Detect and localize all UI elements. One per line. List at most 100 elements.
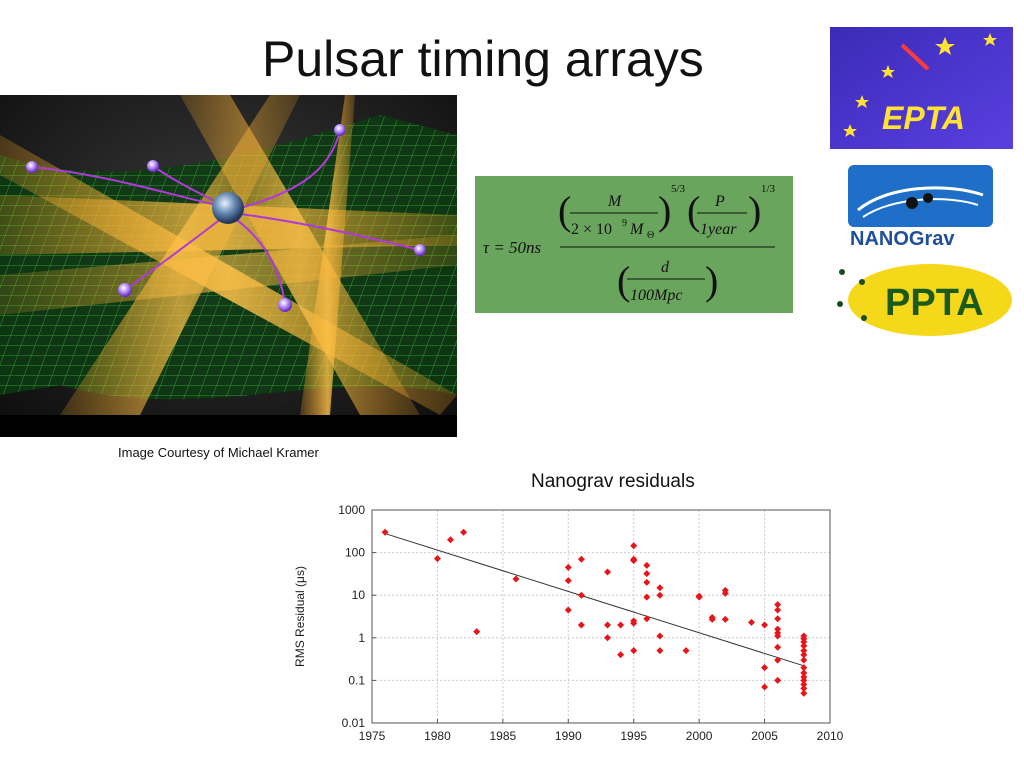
- period-numerator: P: [714, 193, 725, 210]
- svg-text:(: (: [617, 258, 630, 303]
- data-point: [774, 676, 782, 684]
- x-tick-label: 2010: [817, 729, 844, 743]
- distance-denominator: 100Mpc: [630, 287, 682, 304]
- y-tick-label: 0.1: [348, 673, 365, 687]
- data-point: [800, 664, 808, 672]
- mass-numerator: M: [607, 193, 623, 210]
- data-point: [800, 681, 808, 689]
- data-point: [800, 689, 808, 697]
- data-point: [577, 591, 585, 599]
- data-point: [512, 575, 520, 583]
- mass-power: 5/3: [671, 183, 686, 195]
- mass-denominator-coef: 2 × 10: [571, 221, 612, 238]
- residuals-chart: 1975 1980 1985 1990 1995 2000 2005 2010 0.01 0.1 1…: [293, 503, 844, 743]
- data-point: [721, 589, 729, 597]
- data-point: [774, 606, 782, 614]
- data-point: [761, 683, 769, 691]
- slide-title: Pulsar timing arrays: [262, 31, 704, 87]
- data-point: [643, 561, 651, 569]
- data-point: [604, 634, 612, 642]
- data-point: [800, 684, 808, 692]
- y-tick-label: 1: [358, 631, 365, 645]
- trend-line: [384, 533, 804, 667]
- data-point: [617, 621, 625, 629]
- data-point: [460, 528, 468, 536]
- x-tick-label: 2000: [686, 729, 713, 743]
- mass-symbol: M: [629, 221, 645, 238]
- y-axis-label: RMS Residual (μs): [293, 566, 307, 667]
- formula-box: τ = 50ns ( ) M 2 × 10 9 M Θ 5/3 ( ) P 1y…: [475, 176, 793, 313]
- x-tick-label: 1975: [359, 729, 386, 743]
- data-point: [564, 606, 572, 614]
- x-tick-label: 1990: [555, 729, 582, 743]
- data-point: [604, 568, 612, 576]
- x-tick-label: 1985: [490, 729, 517, 743]
- chart-title: Nanograv residuals: [531, 471, 695, 492]
- data-point: [774, 615, 782, 623]
- data-point: [774, 643, 782, 651]
- y-tick-label: 100: [345, 546, 365, 560]
- ppta-logo-text: PPTA: [885, 282, 984, 324]
- data-point: [761, 621, 769, 629]
- data-point: [433, 555, 441, 563]
- data-point: [630, 619, 638, 627]
- data-point: [747, 618, 755, 626]
- data-point: [604, 621, 612, 629]
- formula-lhs: τ = 50ns: [483, 238, 542, 257]
- data-point: [800, 656, 808, 664]
- data-point: [564, 577, 572, 585]
- mass-exponent: 9: [622, 218, 627, 229]
- data-point: [721, 615, 729, 623]
- period-denominator: 1year: [700, 221, 737, 238]
- x-tick-label: 1995: [620, 729, 647, 743]
- ppta-logo: PPTA: [837, 264, 1012, 336]
- data-point: [577, 555, 585, 563]
- data-point: [577, 621, 585, 629]
- data-point: [643, 615, 651, 623]
- data-point: [473, 628, 481, 636]
- mass-sub: Θ: [647, 230, 654, 241]
- svg-text:): ): [658, 188, 671, 233]
- data-point: [800, 676, 808, 684]
- data-point: [381, 528, 389, 536]
- data-point: [800, 642, 808, 650]
- data-point: [656, 591, 664, 599]
- svg-text:): ): [705, 258, 718, 303]
- pulsar-array-illustration: [0, 95, 457, 437]
- data-point: [656, 647, 664, 655]
- data-point: [695, 593, 703, 601]
- data-point: [774, 656, 782, 664]
- data-point: [800, 647, 808, 655]
- y-tick-label: 0.01: [342, 716, 366, 730]
- y-tick-label: 1000: [338, 503, 365, 517]
- data-point: [708, 615, 716, 623]
- image-caption: Image Courtesy of Michael Kramer: [118, 445, 319, 460]
- data-point: [800, 651, 808, 659]
- data-point: [643, 593, 651, 601]
- distance-numerator: d: [661, 259, 670, 276]
- data-point: [643, 578, 651, 586]
- svg-text:): ): [748, 188, 761, 233]
- data-point: [643, 570, 651, 578]
- data-point: [656, 584, 664, 592]
- data-point: [761, 664, 769, 672]
- epta-logo: EPTA: [830, 27, 1013, 149]
- data-point: [630, 647, 638, 655]
- data-point: [447, 536, 455, 544]
- x-tick-label: 1980: [424, 729, 451, 743]
- svg-text:(: (: [558, 188, 571, 233]
- data-point: [682, 647, 690, 655]
- nanograv-logo-text: NANOGrav: [850, 228, 955, 250]
- data-point: [800, 669, 808, 677]
- y-tick-label: 10: [352, 588, 366, 602]
- data-point: [774, 625, 782, 633]
- data-point: [564, 563, 572, 571]
- data-point: [774, 632, 782, 640]
- epta-logo-text: EPTA: [882, 100, 965, 136]
- data-point: [630, 542, 638, 550]
- period-power: 1/3: [761, 183, 776, 195]
- x-tick-label: 2005: [751, 729, 778, 743]
- timing-residual-formula: τ = 50ns ( ) M 2 × 10 9 M Θ 5/3 ( ) P 1y…: [483, 183, 776, 304]
- svg-text:(: (: [687, 188, 700, 233]
- data-point: [617, 651, 625, 659]
